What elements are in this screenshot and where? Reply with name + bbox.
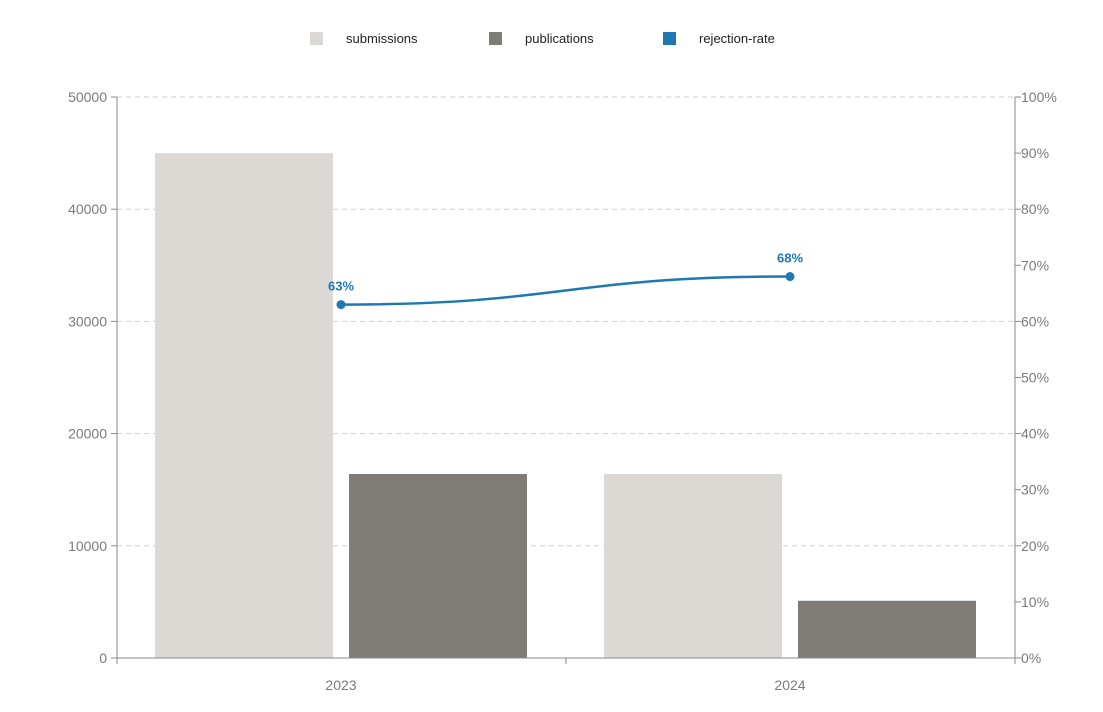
legend-swatch-rejection-rate bbox=[663, 32, 676, 45]
bar-submissions bbox=[155, 153, 333, 658]
right-axis-tick-label: 50% bbox=[1021, 370, 1049, 386]
legend-swatch-publications bbox=[489, 32, 502, 45]
right-axis-tick-label: 100% bbox=[1021, 89, 1057, 105]
left-axis-tick-label: 30000 bbox=[68, 313, 107, 329]
grid-lines bbox=[117, 96, 1015, 547]
right-axis-tick-label: 20% bbox=[1021, 538, 1049, 554]
right-axis-tick-label: 30% bbox=[1021, 482, 1049, 498]
legend-label-rejection-rate: rejection-rate bbox=[699, 31, 775, 46]
point-rejection-rate bbox=[785, 272, 795, 282]
data-label-rejection-rate: 63% bbox=[328, 279, 354, 294]
data-label-rejection-rate: 68% bbox=[777, 251, 803, 266]
right-axis-tick-label: 0% bbox=[1021, 650, 1041, 666]
x-axis-category-label: 2024 bbox=[774, 677, 805, 693]
axes: 0 10000 20000 30000 40000 50000 0% 10% 20% 30% 40%… bbox=[68, 89, 1057, 693]
bars bbox=[155, 153, 976, 658]
line-series: 63% 68% bbox=[328, 251, 803, 310]
left-axis-tick-label: 20000 bbox=[68, 426, 107, 442]
bar-publications bbox=[349, 473, 527, 658]
legend-label-submissions: submissions bbox=[346, 31, 418, 46]
left-axis-tick-label: 10000 bbox=[68, 538, 107, 554]
right-axis-tick-label: 90% bbox=[1021, 145, 1049, 161]
left-axis-tick-label: 50000 bbox=[68, 89, 107, 105]
legend-label-publications: publications bbox=[525, 31, 594, 46]
right-axis-tick-label: 40% bbox=[1021, 426, 1049, 442]
right-axis-tick-label: 80% bbox=[1021, 201, 1049, 217]
line-rejection-rate bbox=[340, 275, 791, 306]
left-axis-tick-label: 0 bbox=[99, 650, 107, 666]
x-axis-category-label: 2023 bbox=[325, 677, 356, 693]
point-rejection-rate bbox=[336, 300, 346, 310]
right-axis-tick-label: 10% bbox=[1021, 594, 1049, 610]
legend: submissions publications rejection-rate bbox=[310, 31, 775, 46]
right-axis-tick-label: 70% bbox=[1021, 257, 1049, 273]
bar-submissions bbox=[604, 473, 782, 658]
bar-publications bbox=[798, 600, 976, 658]
legend-swatch-submissions bbox=[310, 32, 323, 45]
left-axis-tick-label: 40000 bbox=[68, 201, 107, 217]
right-axis-tick-label: 60% bbox=[1021, 313, 1049, 329]
